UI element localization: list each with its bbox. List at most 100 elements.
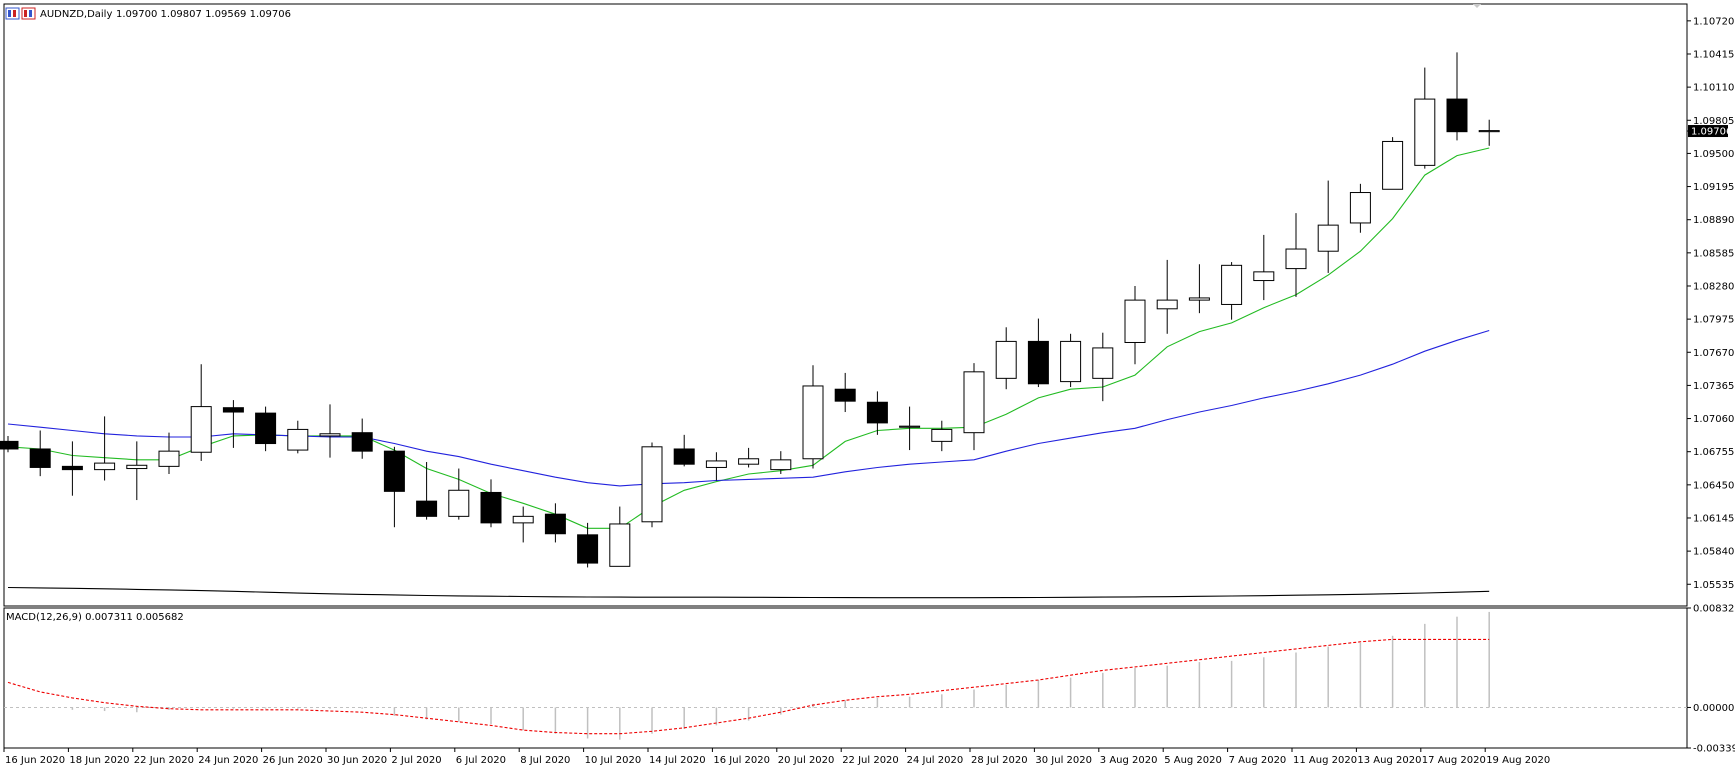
price-tick-label: 1.08280 bbox=[1693, 281, 1734, 292]
time-tick-label: 19 Aug 2020 bbox=[1486, 755, 1550, 766]
candle bbox=[1124, 285, 1146, 365]
candle bbox=[641, 442, 663, 528]
candle bbox=[995, 327, 1017, 390]
candle-body bbox=[1317, 224, 1339, 252]
macd-tick-label: -0.003395 bbox=[1693, 744, 1735, 755]
ohlc-values: 1.09700 1.09807 1.09569 1.09706 bbox=[116, 9, 291, 20]
candle bbox=[1253, 234, 1275, 301]
time-tick-label: 16 Jun 2020 bbox=[5, 755, 65, 766]
candle bbox=[0, 435, 19, 453]
time-tick-label: 11 Aug 2020 bbox=[1293, 755, 1357, 766]
candle-body bbox=[673, 448, 695, 465]
candle-body bbox=[29, 448, 51, 468]
candle-body bbox=[255, 412, 277, 445]
candle bbox=[1446, 52, 1468, 141]
candle bbox=[383, 446, 405, 528]
candle-body bbox=[899, 425, 921, 428]
candle-body bbox=[1221, 264, 1243, 305]
candle-body bbox=[319, 433, 341, 437]
candle-body bbox=[190, 406, 212, 453]
candle bbox=[512, 506, 534, 543]
candle-body bbox=[0, 440, 19, 450]
candle bbox=[577, 522, 599, 568]
symbol-icon bbox=[5, 7, 20, 20]
candle bbox=[1221, 262, 1243, 320]
candle-body bbox=[995, 340, 1017, 379]
time-axis: 16 Jun 2020 18 Jun 2020 22 Jun 2020 24 Jun … bbox=[3, 748, 1550, 766]
candle-body bbox=[834, 388, 856, 402]
chart-type-icon bbox=[21, 7, 36, 20]
time-tick-label: 14 Jul 2020 bbox=[649, 755, 706, 766]
candle-body bbox=[705, 460, 727, 468]
candle-body bbox=[126, 464, 148, 470]
macd-panel-frame bbox=[3, 607, 1688, 749]
time-tick-label: 10 Jul 2020 bbox=[585, 755, 642, 766]
price-tick-label: 1.09195 bbox=[1693, 182, 1734, 193]
candle bbox=[899, 406, 921, 451]
price-axis: 1.10720 1.10415 1.10110 1.09805 1.09500 1.091… bbox=[1687, 16, 1734, 591]
candle-body bbox=[1092, 347, 1114, 379]
candle-body bbox=[770, 459, 792, 471]
time-tick-label: 17 Aug 2020 bbox=[1422, 755, 1486, 766]
time-tick-label: 6 Jul 2020 bbox=[456, 755, 506, 766]
candle bbox=[61, 441, 83, 496]
candle-body bbox=[416, 500, 438, 517]
price-tick-label: 1.09805 bbox=[1693, 116, 1734, 127]
time-tick-label: 13 Aug 2020 bbox=[1357, 755, 1421, 766]
candle-body bbox=[158, 450, 180, 467]
macd-tick-label: 0.000000 bbox=[1693, 703, 1735, 714]
candle-body bbox=[1382, 140, 1404, 190]
price-tick-label: 1.08890 bbox=[1693, 215, 1734, 226]
candle bbox=[705, 452, 727, 481]
time-tick-label: 3 Aug 2020 bbox=[1100, 755, 1158, 766]
candle bbox=[1317, 180, 1339, 273]
macd-indicator-label: MACD(12,26,9) 0.007311 0.005682 bbox=[6, 612, 184, 623]
ma-fast-line bbox=[7, 147, 1490, 529]
time-tick-label: 22 Jul 2020 bbox=[842, 755, 899, 766]
candles-layer bbox=[0, 52, 1500, 568]
time-tick-label: 20 Jul 2020 bbox=[778, 755, 835, 766]
candle-body bbox=[1027, 340, 1049, 385]
price-tick-label: 1.05840 bbox=[1693, 547, 1734, 558]
candle-body bbox=[963, 371, 985, 434]
candle bbox=[1349, 183, 1371, 233]
price-tick-label: 1.07670 bbox=[1693, 348, 1734, 359]
candle-body bbox=[1060, 340, 1082, 383]
candle bbox=[963, 363, 985, 451]
time-tick-label: 8 Jul 2020 bbox=[520, 755, 570, 766]
ma-long-line bbox=[7, 586, 1490, 599]
scroll-marker-icon bbox=[1473, 4, 1481, 8]
candle bbox=[1060, 333, 1082, 388]
candle bbox=[126, 441, 148, 501]
candle bbox=[1092, 332, 1114, 402]
moving-average-layer bbox=[7, 147, 1490, 599]
candle bbox=[255, 406, 277, 452]
time-tick-label: 16 Jul 2020 bbox=[713, 755, 770, 766]
candle bbox=[158, 432, 180, 474]
candle bbox=[1382, 137, 1404, 190]
candle-body bbox=[351, 432, 373, 452]
candle bbox=[1027, 318, 1049, 388]
price-tick-label: 1.05535 bbox=[1693, 580, 1734, 591]
time-tick-label: 24 Jun 2020 bbox=[198, 755, 258, 766]
candle bbox=[190, 364, 212, 461]
time-tick-label: 7 Aug 2020 bbox=[1229, 755, 1287, 766]
candle-body bbox=[931, 428, 953, 442]
price-tick-label: 1.07365 bbox=[1693, 381, 1734, 392]
candle-body bbox=[738, 458, 760, 465]
price-tick-label: 1.06755 bbox=[1693, 447, 1734, 458]
candle-body bbox=[448, 489, 470, 517]
candle bbox=[1285, 213, 1307, 297]
candle-body bbox=[1156, 299, 1178, 310]
time-tick-label: 22 Jun 2020 bbox=[134, 755, 194, 766]
candle-body bbox=[1478, 130, 1500, 133]
price-tick-label: 1.10720 bbox=[1693, 16, 1734, 27]
price-tick-label: 1.07975 bbox=[1693, 315, 1734, 326]
candle bbox=[287, 420, 309, 454]
current-price-label: 1.09706 bbox=[1691, 127, 1732, 138]
candle-body bbox=[802, 385, 824, 460]
candle-body bbox=[1253, 271, 1275, 282]
current-price-tag bbox=[1688, 125, 1728, 138]
candle bbox=[351, 418, 373, 459]
